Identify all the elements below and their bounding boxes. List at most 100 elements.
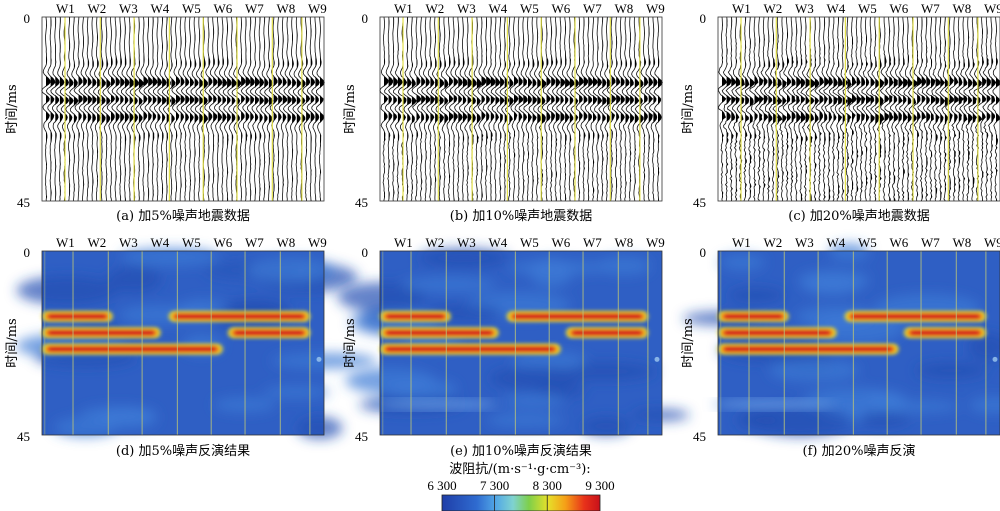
seismic-fill <box>787 17 791 201</box>
seismic-fill <box>315 17 320 201</box>
layer-core <box>724 346 893 352</box>
seismic-fill <box>509 17 514 201</box>
seismic-fill <box>546 17 551 201</box>
seismic-fill <box>982 17 986 201</box>
well-label-w3: W3 <box>795 1 814 16</box>
well-label-w3: W3 <box>457 235 476 250</box>
texture-blob <box>107 265 162 293</box>
well-label-w4: W4 <box>151 235 170 250</box>
well-label-w5: W5 <box>520 235 539 250</box>
seismic-trace <box>616 16 625 202</box>
seismic-fill <box>180 17 185 201</box>
panel-c: W1 W2 W3 W4 W5 W6 W7 W8 W9 0 45 时间/ms (c) 加20%噪声地震数据 <box>681 1 1000 224</box>
seismic-trace <box>523 16 533 202</box>
texture-blob <box>16 275 118 305</box>
layer-band <box>42 327 161 339</box>
seismic-fill <box>453 17 458 201</box>
seismic-fill <box>421 17 426 201</box>
panel-caption: (a) 加5%噪声地震数据 <box>116 209 250 224</box>
layer-band <box>168 310 310 322</box>
seismic-trace <box>528 16 537 202</box>
layer-band <box>506 310 648 322</box>
panel-frame <box>717 16 1000 202</box>
seismic-fill <box>996 17 1000 201</box>
texture-blob <box>581 416 631 436</box>
y-tick-45: 45 <box>355 195 368 210</box>
well-label-w2: W2 <box>88 235 107 250</box>
well-label-w8: W8 <box>277 235 296 250</box>
well-label-w1: W1 <box>732 1 751 16</box>
seismic-trace <box>968 16 978 202</box>
seismic-fill <box>537 17 541 201</box>
seismic-fill <box>856 17 861 201</box>
panel-caption: (f) 加20%噪声反演 <box>803 443 916 459</box>
seismic-fill <box>768 17 773 201</box>
texture-blob <box>507 260 607 276</box>
seismic-trace <box>514 16 524 202</box>
colorbar-gradient <box>441 494 601 511</box>
seismic-trace <box>893 16 904 202</box>
colorbar-tick-label: 6 300 <box>427 478 456 493</box>
texture-blob <box>296 416 343 440</box>
seismic-fill <box>735 17 740 201</box>
seismic-fill <box>986 17 991 201</box>
seismic-fill <box>111 17 115 201</box>
panel-e: W1 W2 W3 W4 W5 W6 W7 W8 W9 0 45 时间/ms (e) 加10%噪声反演结果 <box>337 235 690 459</box>
seismic-trace <box>185 16 195 202</box>
layer-band <box>228 327 310 339</box>
seismic-fill <box>893 17 898 201</box>
seismic-fill <box>268 17 273 201</box>
y-axis-label: 时间/ms <box>5 318 20 367</box>
y-tick-45: 45 <box>355 429 368 444</box>
y-axis-label: 时间/ms <box>5 84 20 133</box>
seismic-trace <box>987 16 997 202</box>
well-label-w7: W7 <box>583 235 602 250</box>
seismic-trace <box>435 16 445 202</box>
colorbar-tick-label: 7 300 <box>480 478 509 493</box>
well-label-w5: W5 <box>182 235 201 250</box>
y-tick-45: 45 <box>17 195 30 210</box>
seismic-trace <box>421 16 431 202</box>
texture-blob <box>262 385 330 399</box>
layer-core <box>572 330 642 336</box>
seismic-trace <box>97 16 106 202</box>
layer-core <box>386 330 493 336</box>
seismic-fill <box>87 17 92 201</box>
seismic-fill <box>430 17 435 201</box>
well-label-w1: W1 <box>56 1 75 16</box>
y-axis-label: 时间/ms <box>343 318 358 367</box>
layer-core <box>48 313 107 320</box>
seismic-fill <box>763 17 768 201</box>
layer-core <box>386 313 445 320</box>
seismic-trace <box>533 16 542 202</box>
texture-blob <box>871 400 961 413</box>
texture-blob <box>769 359 860 382</box>
seismic-fill <box>278 17 283 201</box>
layer-band <box>380 310 451 322</box>
panel-caption: (e) 加10%噪声反演结果 <box>450 443 592 459</box>
seismic-fill <box>949 17 954 201</box>
layer-band <box>718 310 789 322</box>
well-label-w2: W2 <box>426 235 445 250</box>
noise-artifact <box>712 398 837 411</box>
seismic-fill <box>555 17 560 201</box>
seismic-fill <box>879 17 884 201</box>
layer-core <box>174 313 304 320</box>
seismic-fill <box>203 17 208 201</box>
well-label-w8: W8 <box>953 235 972 250</box>
layer-core <box>386 346 555 352</box>
well-label-w4: W4 <box>489 235 508 250</box>
panel-caption: (d) 加5%噪声反演结果 <box>116 443 250 459</box>
seismic-fill <box>551 17 555 201</box>
well-label-w5: W5 <box>858 1 877 16</box>
seismic-trace <box>416 16 426 202</box>
texture-blob <box>748 405 852 437</box>
well-label-w4: W4 <box>827 235 846 250</box>
well-label-w8: W8 <box>615 235 634 250</box>
seismic-fill <box>541 17 546 201</box>
seismic-fill <box>523 17 528 201</box>
seismic-trace <box>782 17 792 202</box>
texture-blob <box>489 366 579 391</box>
seismic-fill <box>791 17 796 201</box>
seismic-trace <box>786 17 796 202</box>
